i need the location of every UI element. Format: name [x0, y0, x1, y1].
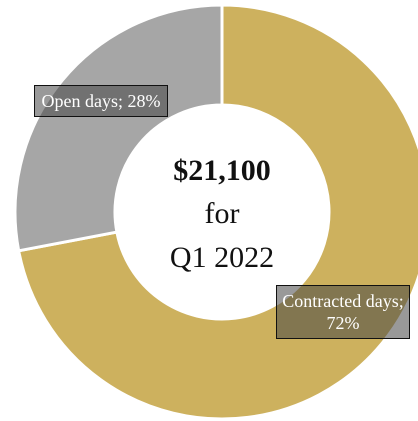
data-label: Open days; 28% [34, 85, 168, 117]
center-value: $21,100 [173, 154, 271, 187]
center-text: for [204, 197, 240, 230]
data-label: Contracted days; 72% [276, 285, 410, 339]
slice [13, 3, 224, 253]
center-text: Q1 2022 [169, 241, 275, 274]
